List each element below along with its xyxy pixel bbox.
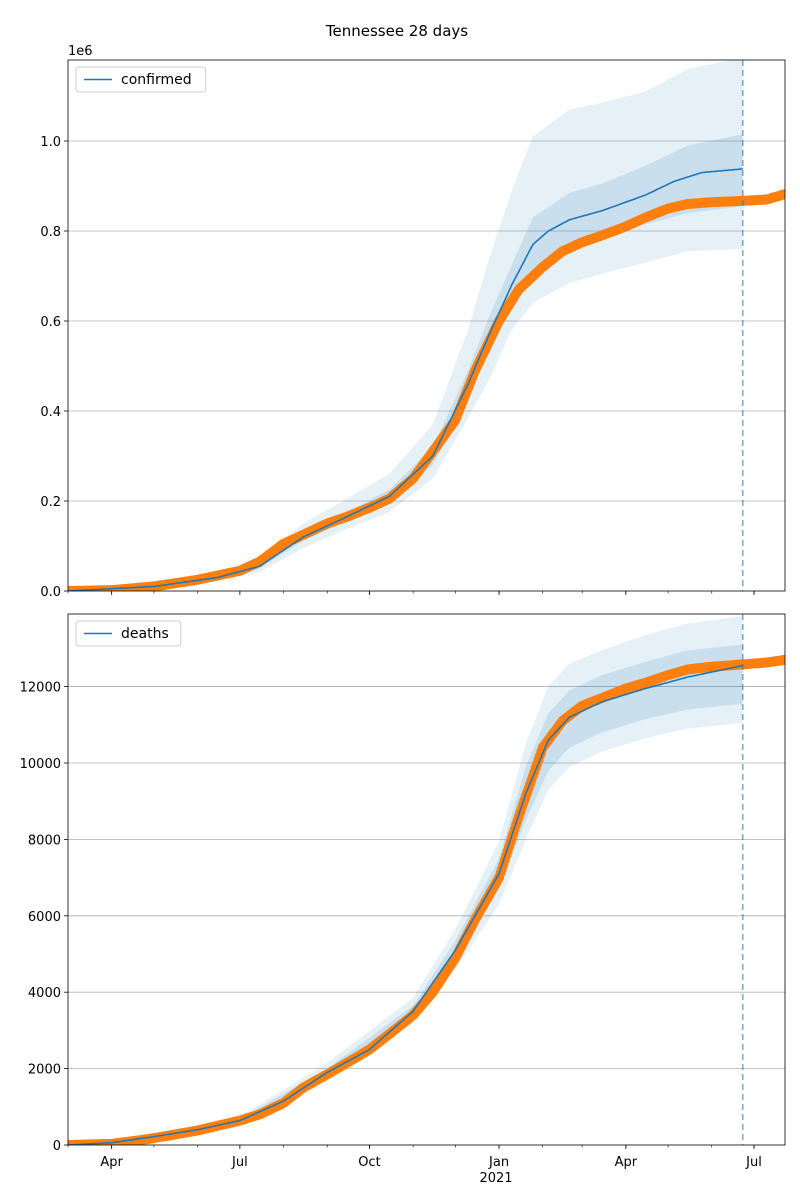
forecast-band-outer	[68, 615, 743, 1145]
forecast-band-outer	[68, 60, 743, 591]
y-tick-label: 0.0	[40, 585, 61, 600]
x-year-label: 2021	[479, 1171, 512, 1186]
observed-point	[780, 654, 785, 665]
x-tick-label: Oct	[358, 1155, 380, 1170]
y-tick-label: 10000	[20, 757, 61, 772]
y-tick-label: 1.0	[40, 135, 61, 150]
forecast-median-line	[68, 168, 743, 591]
y-tick-label: 4000	[28, 986, 61, 1001]
figure-title: Tennessee 28 days	[325, 22, 468, 40]
forecast-median-line	[68, 664, 743, 1145]
legend-label: deaths	[121, 626, 169, 642]
y-tick-label: 0.6	[40, 315, 61, 330]
y-tick-label: 12000	[20, 681, 61, 696]
y-tick-label: 8000	[28, 833, 61, 848]
x-tick-label: Jan	[488, 1155, 509, 1170]
x-tick-label: Apr	[615, 1155, 638, 1170]
y-tick-label: 0.2	[40, 495, 61, 510]
y-tick-label: 0	[53, 1139, 61, 1154]
forecast-band-inner	[68, 644, 743, 1145]
y-offset-label: 1e6	[68, 44, 93, 59]
forecast-band-inner	[68, 134, 743, 591]
confirmed-panel: 0.0 0.2 0.4 0.6 0.8 1.0 1e6 confirmed	[40, 44, 786, 600]
y-tick-label: 2000	[28, 1063, 61, 1078]
legend: deaths	[75, 620, 182, 647]
legend-box	[75, 66, 207, 93]
legend-box	[75, 620, 182, 647]
plot-frame	[67, 59, 786, 592]
deaths-panel: 0 2000 4000 6000 8000 10000 12000 Apr Jul Oct Jan A…	[20, 613, 786, 1170]
y-tick-label: 0.4	[40, 405, 61, 420]
plot-frame	[67, 613, 786, 1146]
x-tick-label: Jul	[231, 1155, 248, 1170]
legend-label: confirmed	[121, 72, 192, 88]
y-tick-label: 6000	[28, 910, 61, 925]
x-tick-label: Apr	[100, 1155, 123, 1170]
legend: confirmed	[75, 66, 207, 93]
x-tick-label: Jul	[745, 1155, 762, 1170]
observed-point	[780, 189, 785, 200]
y-tick-label: 0.8	[40, 225, 61, 240]
